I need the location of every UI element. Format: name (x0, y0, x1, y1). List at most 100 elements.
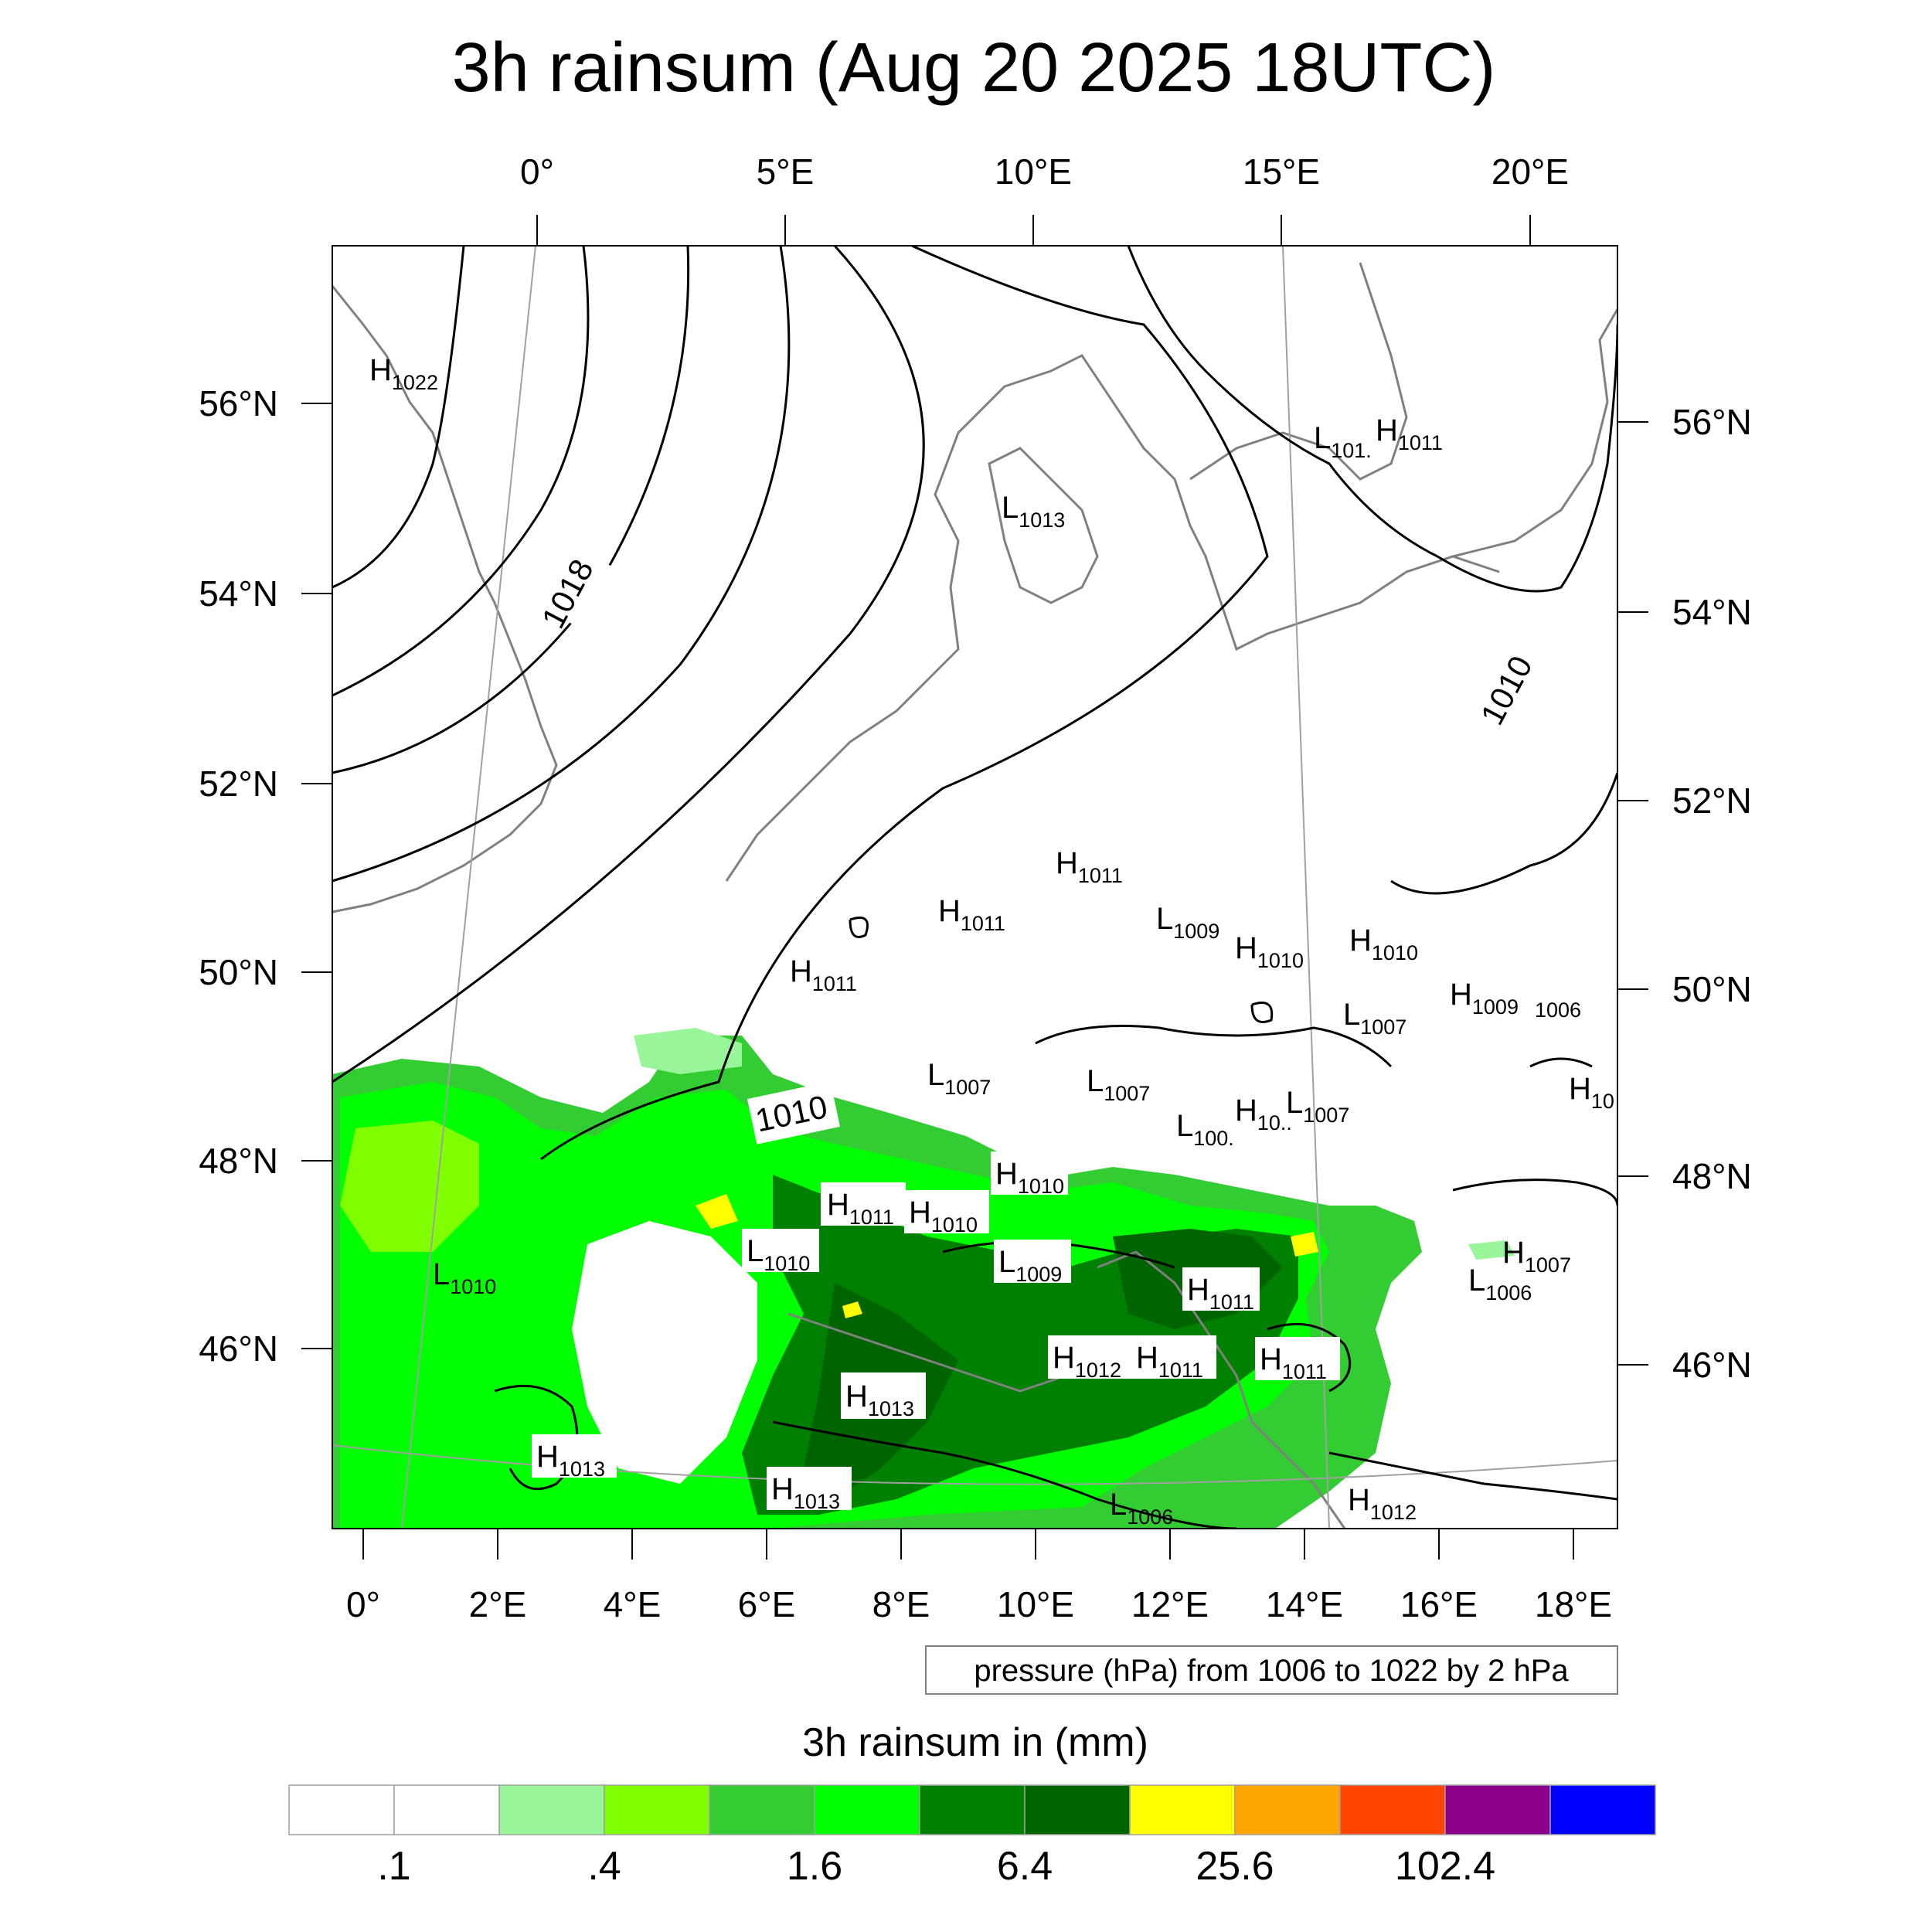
colorbar-swatch (498, 1784, 605, 1835)
top-lon-axis: 0° 5°E 10°E 15°E 20°E (520, 151, 1569, 246)
colorbar-swatch (1234, 1784, 1341, 1835)
rain-clear-gap (572, 1221, 757, 1484)
rain-area-pale (634, 1028, 742, 1074)
pressure-center: L1006 (1110, 1488, 1173, 1529)
top-lon-label: 0° (520, 151, 554, 192)
contour-info-frame (925, 1645, 1618, 1695)
contour-label-bg (540, 546, 614, 629)
colorbar-label: 102.4 (1395, 1844, 1495, 1889)
pressure-center: H1011 (1260, 1342, 1327, 1383)
rain-area-chartreuse (340, 1121, 479, 1252)
pressure-center: L1010 (747, 1234, 810, 1275)
right-lat-label: 46°N (1672, 1345, 1752, 1385)
rain-heavy-spot-c (1291, 1232, 1318, 1257)
pressure-center-bg (532, 1434, 617, 1478)
colorbar-swatch (709, 1784, 815, 1835)
pressure-center-bg (821, 1182, 906, 1226)
pressure-center: H1022 (369, 353, 438, 394)
pressure-center: L1007 (927, 1058, 991, 1099)
colorbar-label: .1 (377, 1844, 410, 1889)
pressure-center: H1011 (1056, 846, 1123, 887)
left-lat-label: 52°N (199, 764, 278, 804)
pressure-center: L1013 (1002, 491, 1065, 532)
right-lat-label: 50°N (1672, 969, 1752, 1009)
left-lat-label: 54°N (199, 573, 278, 614)
left-lat-label: 46°N (199, 1328, 278, 1369)
colorbar-label: 6.4 (997, 1844, 1053, 1889)
pressure-center-bg (767, 1467, 852, 1510)
pressure-center: H1013 (536, 1440, 605, 1481)
contour-info-box: pressure (hPa) from 1006 to 1022 by 2 hP… (925, 1645, 1618, 1695)
colorbar-boxes (288, 1784, 1656, 1835)
contour-label-bg (747, 1081, 841, 1145)
pressure-center: H1012 (1053, 1341, 1121, 1382)
pressure-center-bg (1182, 1267, 1260, 1311)
bottom-lon-label: 16°E (1400, 1584, 1478, 1624)
pressure-center: H10.. (1235, 1094, 1292, 1134)
left-lat-axis: 56°N 54°N 52°N 50°N 48°N 46°N (199, 383, 332, 1369)
contour-info-text: pressure (hPa) from 1006 to 1022 by 2 hP… (974, 1654, 1569, 1688)
pressure-center: H10 (1569, 1072, 1614, 1113)
colorbar-swatch (919, 1784, 1026, 1835)
pressure-center: H1010 (909, 1196, 978, 1236)
colorbar-swatch (1549, 1784, 1656, 1835)
top-lon-label: 5°E (757, 151, 815, 192)
pressure-center: L100. (1176, 1109, 1234, 1150)
colorbar-label: 1.6 (787, 1844, 842, 1889)
right-lat-label: 48°N (1672, 1156, 1752, 1196)
pressure-center-bg (1255, 1337, 1340, 1380)
bottom-lon-label: 12°E (1131, 1584, 1209, 1624)
colorbar-swatch (1444, 1784, 1551, 1835)
colorbar-label: .4 (587, 1844, 621, 1889)
bottom-lon-label: 8°E (872, 1584, 930, 1624)
right-lat-label: 56°N (1672, 402, 1752, 442)
colorbar-swatch (604, 1784, 710, 1835)
pressure-center: L1009 (998, 1245, 1062, 1286)
pressure-center-bg (1131, 1335, 1216, 1379)
pressure-center: L1007 (1343, 998, 1406, 1039)
pressure-center-bg (991, 1151, 1068, 1195)
colorbar-label: 25.6 (1196, 1844, 1274, 1889)
isobars (332, 246, 1617, 1529)
pressure-center: L1009 (1156, 902, 1219, 943)
bottom-lon-label: 18°E (1535, 1584, 1612, 1624)
pressure-center-bg (1048, 1335, 1133, 1379)
left-lat-label: 48°N (199, 1141, 278, 1181)
pressure-center: H1013 (845, 1379, 914, 1420)
top-lon-label: 20°E (1492, 151, 1569, 192)
bottom-lon-label: 0° (346, 1584, 380, 1624)
pressure-center-bg (841, 1372, 926, 1419)
pressure-centers: H1022 L1013 L101. H1011 H1011 H1011 H101… (369, 353, 1614, 1529)
bottom-lon-label: 10°E (997, 1584, 1074, 1624)
pressure-center-bg (742, 1229, 819, 1272)
pressure-center: H1010 (1235, 931, 1304, 972)
left-lat-label: 50°N (199, 952, 278, 992)
rain-heavy-spot-a (696, 1194, 738, 1229)
bottom-lon-axis: 0° 2°E 4°E 6°E 8°E 10°E 12°E 14°E 16°E 1… (346, 1529, 1612, 1624)
pressure-center: L1007 (1087, 1064, 1150, 1105)
pressure-center: H1010 (1349, 923, 1418, 964)
colorbar-swatch (288, 1784, 395, 1835)
pressure-center: L1010 (433, 1257, 496, 1298)
colorbar-swatch (1339, 1784, 1446, 1835)
rain-heavy-spot-b (842, 1301, 862, 1318)
right-lat-axis: 56°N 54°N 52°N 50°N 48°N 46°N (1617, 402, 1752, 1385)
contour-side-label: 1006 (1535, 998, 1581, 1022)
top-lon-label: 10°E (995, 151, 1072, 192)
pressure-center: H1009 (1450, 978, 1519, 1019)
contour-label-bg (1475, 635, 1557, 733)
pressure-center: H1011 (1376, 413, 1443, 454)
bottom-lon-label: 6°E (738, 1584, 796, 1624)
map-frame (332, 245, 1618, 1529)
colorbar-swatch (814, 1784, 920, 1835)
graticule (332, 246, 1617, 1529)
colorbar-swatch (1024, 1784, 1131, 1835)
colorbar-swatch (1129, 1784, 1236, 1835)
right-lat-label: 54°N (1672, 592, 1752, 632)
bottom-lon-label: 4°E (604, 1584, 662, 1624)
bottom-lon-label: 2°E (469, 1584, 527, 1624)
pressure-center: H1011 (938, 894, 1005, 935)
map-title: 3h rainsum (Aug 20 2025 18UTC) (452, 29, 1496, 107)
coastlines (332, 262, 1617, 1529)
